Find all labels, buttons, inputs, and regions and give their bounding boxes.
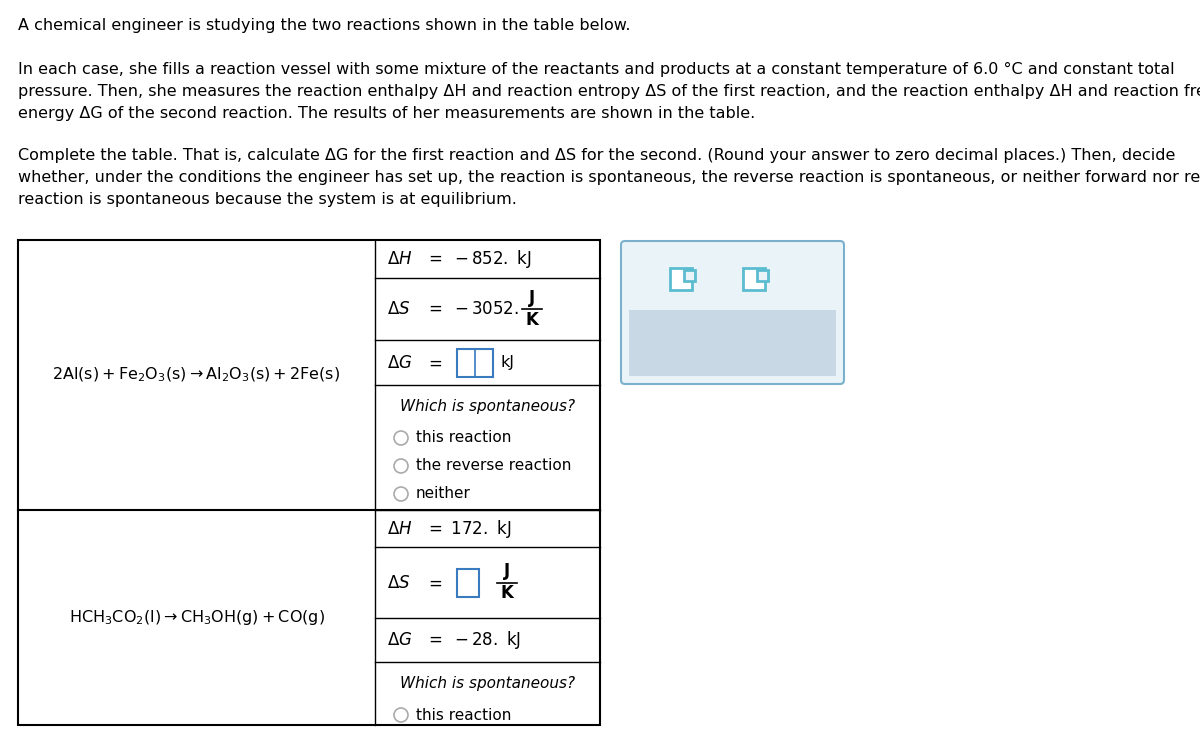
Text: pressure. Then, she measures the reaction enthalpy ΔH and reaction entropy ΔS of: pressure. Then, she measures the reactio… xyxy=(18,84,1200,99)
FancyBboxPatch shape xyxy=(457,349,493,376)
Text: the reverse reaction: the reverse reaction xyxy=(416,458,571,474)
Text: ↺: ↺ xyxy=(722,331,743,355)
Text: $=\ -28.\ \mathrm{kJ}$: $=\ -28.\ \mathrm{kJ}$ xyxy=(425,629,521,651)
Text: $=\ -3052.$: $=\ -3052.$ xyxy=(425,300,520,318)
Text: $\Delta H$: $\Delta H$ xyxy=(386,520,413,537)
Text: Which is spontaneous?: Which is spontaneous? xyxy=(400,399,575,414)
Text: K: K xyxy=(526,311,539,329)
Text: reaction is spontaneous because the system is at equilibrium.: reaction is spontaneous because the syst… xyxy=(18,192,517,207)
Text: $\Delta G$: $\Delta G$ xyxy=(386,354,413,371)
Text: $\Delta H$: $\Delta H$ xyxy=(386,250,413,268)
Text: $=\ 172.\ \mathrm{kJ}$: $=\ 172.\ \mathrm{kJ}$ xyxy=(425,518,511,539)
Text: In each case, she fills a reaction vessel with some mixture of the reactants and: In each case, she fills a reaction vesse… xyxy=(18,62,1175,77)
Text: Complete the table. That is, calculate ΔG for the first reaction and ΔS for the : Complete the table. That is, calculate Δ… xyxy=(18,148,1175,163)
Text: ?: ? xyxy=(791,331,804,355)
Text: neither: neither xyxy=(416,487,470,501)
Text: $\Delta G$: $\Delta G$ xyxy=(386,631,413,649)
Text: A chemical engineer is studying the two reactions shown in the table below.: A chemical engineer is studying the two … xyxy=(18,18,630,33)
Text: this reaction: this reaction xyxy=(416,708,511,722)
Text: Which is spontaneous?: Which is spontaneous? xyxy=(400,676,575,691)
Text: $=$: $=$ xyxy=(425,354,443,371)
Text: $\Delta S$: $\Delta S$ xyxy=(386,574,410,591)
FancyBboxPatch shape xyxy=(457,569,479,596)
FancyBboxPatch shape xyxy=(743,268,766,290)
Text: $\Delta S$: $\Delta S$ xyxy=(386,300,410,318)
Text: $=\ -852.\ \mathrm{kJ}$: $=\ -852.\ \mathrm{kJ}$ xyxy=(425,248,532,270)
Text: J: J xyxy=(504,562,510,580)
Text: this reaction: this reaction xyxy=(416,431,511,445)
FancyBboxPatch shape xyxy=(629,249,836,310)
Text: kJ: kJ xyxy=(502,355,515,370)
Text: whether, under the conditions the engineer has set up, the reaction is spontaneo: whether, under the conditions the engine… xyxy=(18,170,1200,185)
Text: energy ΔG of the second reaction. The results of her measurements are shown in t: energy ΔG of the second reaction. The re… xyxy=(18,106,755,121)
FancyBboxPatch shape xyxy=(757,270,768,281)
FancyBboxPatch shape xyxy=(622,241,844,384)
Text: $\mathregular{HCH_3CO_2(l) \rightarrow CH_3OH(g) + CO(g)}$: $\mathregular{HCH_3CO_2(l) \rightarrow C… xyxy=(68,608,324,627)
Text: J: J xyxy=(529,289,535,307)
FancyBboxPatch shape xyxy=(671,268,692,290)
FancyBboxPatch shape xyxy=(684,270,695,281)
FancyBboxPatch shape xyxy=(629,310,836,376)
Text: ×: × xyxy=(658,331,678,355)
Text: K: K xyxy=(500,585,514,602)
Text: $\mathregular{2Al(s) + Fe_2O_3(s) \rightarrow Al_2O_3(s) + 2Fe(s)}$: $\mathregular{2Al(s) + Fe_2O_3(s) \right… xyxy=(53,366,341,385)
Text: $=$: $=$ xyxy=(425,574,443,591)
